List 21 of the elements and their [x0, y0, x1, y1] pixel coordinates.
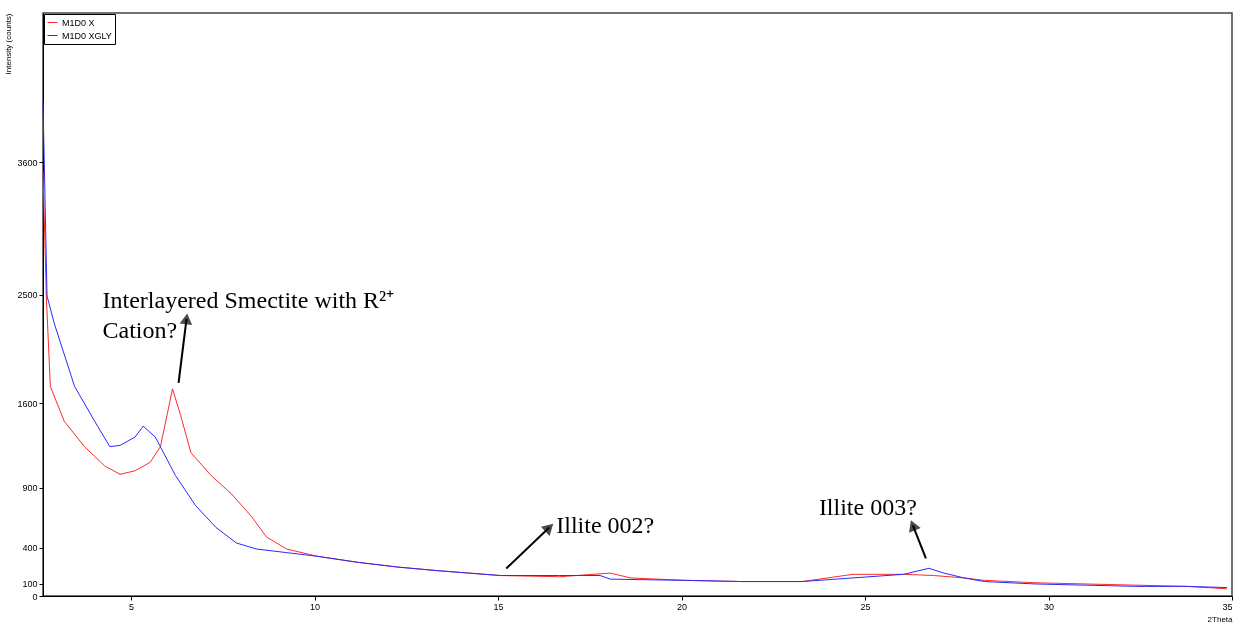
x-tick-label: 30	[1044, 601, 1055, 612]
legend-label: M1D0 XGLY	[62, 30, 112, 41]
y-axis-title: Intensity (counts)	[4, 13, 14, 75]
y-tick-label: 2500	[17, 290, 38, 301]
x-axis-title: 2Theta	[1207, 614, 1234, 624]
y-tick-label: 100	[22, 579, 38, 590]
y-tick-label: 400	[22, 543, 38, 554]
x-tick-label: 15	[493, 601, 504, 612]
y-tick-label: 900	[22, 483, 38, 494]
y-tick-label: 0	[32, 591, 38, 602]
y-tick-label: 3600	[17, 157, 38, 168]
legend-label: M1D0 X	[62, 17, 95, 28]
x-tick-label: 35	[1222, 601, 1233, 612]
annotation: Illite 003?	[818, 494, 917, 521]
x-tick-label: 10	[310, 601, 321, 612]
annotation: Illite 002?	[556, 511, 655, 538]
x-tick-label: 25	[860, 601, 871, 612]
x-tick-label: 5	[129, 601, 135, 612]
annotation: Interlayered Smectite with R²⁺ Cation?	[102, 286, 395, 343]
x-tick-label: 20	[677, 601, 688, 612]
y-tick-label: 1600	[17, 398, 38, 409]
